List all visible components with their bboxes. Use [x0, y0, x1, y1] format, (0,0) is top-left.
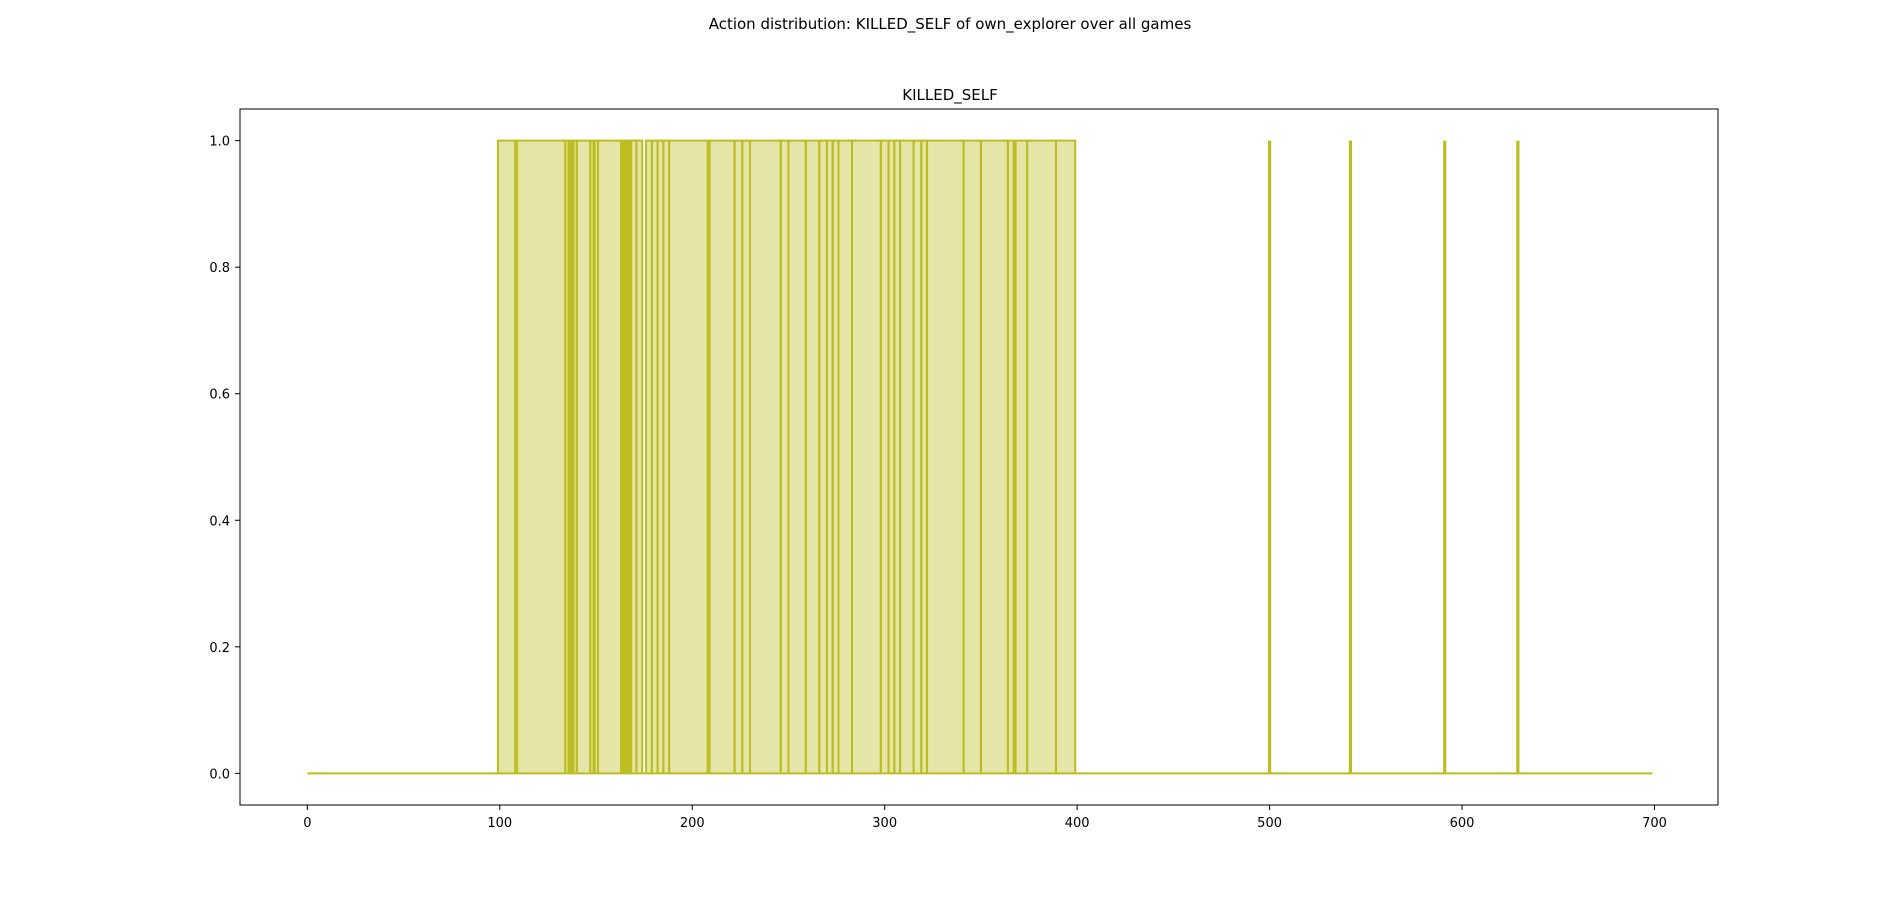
fill-block — [517, 140, 566, 774]
series-step — [635, 139, 644, 774]
y-tick-label: 0.8 — [209, 261, 230, 276]
x-tick-label: 0 — [303, 816, 311, 831]
fill-block — [663, 140, 670, 774]
y-tick-label: 0.0 — [209, 767, 230, 782]
fill-block — [851, 140, 881, 774]
fill-block — [826, 140, 833, 774]
fill-block — [805, 140, 820, 774]
fill-block — [669, 140, 708, 774]
fill-block — [819, 140, 827, 774]
fill-block — [980, 140, 1008, 774]
fill-block — [880, 140, 889, 774]
x-tick-label: 400 — [1065, 816, 1090, 831]
fill-block — [734, 140, 743, 774]
fill-block — [921, 140, 928, 774]
fill-block — [742, 140, 750, 774]
x-axis: 0 100 200 300 400 500 600 700 — [303, 805, 1667, 831]
fill-block — [749, 140, 781, 774]
fill-block — [832, 140, 839, 774]
fill-block — [1027, 140, 1056, 774]
plot-area — [307, 139, 1653, 775]
fill-block — [657, 140, 664, 774]
series-step — [668, 139, 709, 774]
fill-block — [497, 140, 516, 774]
fill-block — [913, 140, 922, 774]
fill-block — [651, 140, 658, 774]
fill-block — [646, 140, 652, 774]
fill-block — [963, 140, 981, 774]
fill-block — [1007, 140, 1014, 774]
x-tick-label: 100 — [487, 816, 512, 831]
y-tick-label: 0.2 — [209, 641, 230, 656]
series-step — [496, 139, 517, 774]
chart-title: KILLED_SELF — [902, 86, 998, 105]
x-tick-label: 500 — [1257, 816, 1282, 831]
x-tick-label: 600 — [1450, 816, 1475, 831]
figure-suptitle: Action distribution: KILLED_SELF of own_… — [709, 15, 1192, 34]
fill-block — [780, 140, 789, 774]
series-step — [1054, 139, 1077, 774]
fill-block — [894, 140, 901, 774]
y-tick-label: 1.0 — [209, 135, 230, 150]
fill-block — [576, 140, 591, 774]
x-tick-label: 700 — [1642, 816, 1667, 831]
y-axis: 0.0 0.2 0.4 0.6 0.8 1.0 — [209, 135, 240, 782]
y-tick-label: 0.4 — [209, 514, 230, 529]
fill-block — [1015, 140, 1028, 774]
fill-block — [838, 140, 852, 774]
fill-block — [788, 140, 806, 774]
fill-block — [1055, 140, 1076, 774]
axes-frame — [239, 108, 1719, 806]
fill-block — [709, 140, 735, 774]
x-tick-label: 300 — [872, 816, 897, 831]
x-tick-label: 200 — [680, 816, 705, 831]
fill-block — [888, 140, 895, 774]
fill-block — [597, 140, 622, 774]
series-step — [1006, 139, 1015, 774]
fill-block — [927, 140, 964, 774]
y-tick-label: 0.6 — [209, 388, 230, 403]
fill-block — [900, 140, 914, 774]
fill-block — [636, 140, 643, 774]
